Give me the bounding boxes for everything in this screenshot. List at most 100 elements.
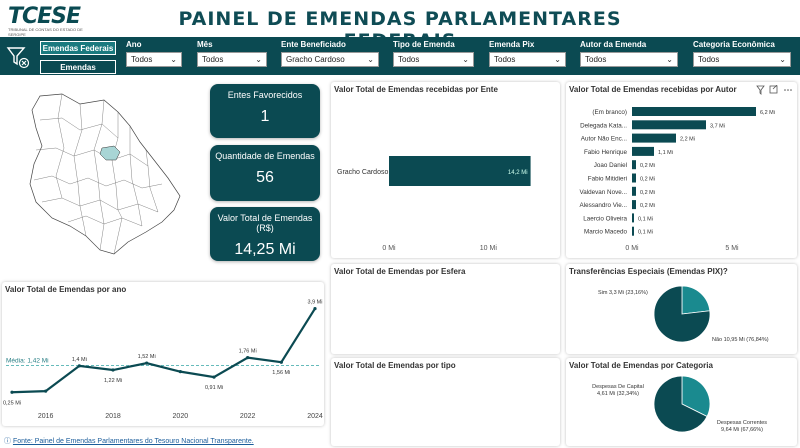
bar bbox=[632, 186, 636, 196]
slicer-pix-dropdown[interactable]: Todos ⌄ bbox=[489, 52, 566, 67]
bar bbox=[632, 107, 756, 116]
bar bbox=[632, 146, 654, 156]
data-label: 1,22 Mi bbox=[104, 378, 122, 384]
chart-pix-title: Transferências Especiais (Emendas PIX)? bbox=[569, 267, 728, 276]
chart-por-autor[interactable]: Valor Total de Emendas recebidas por Aut… bbox=[566, 82, 797, 258]
slicer-mes: Mês Todos ⌄ bbox=[197, 40, 267, 67]
bar-data-label: 2,2 Mi bbox=[680, 137, 695, 143]
filter-icon[interactable] bbox=[756, 85, 765, 95]
filter-bar: Emendas Federais Emendas Estaduais Ano T… bbox=[0, 37, 800, 85]
pie-data-label: Despesas De Capital bbox=[592, 384, 644, 390]
bar bbox=[632, 213, 634, 223]
chart-por-esfera[interactable]: Valor Total de Emendas por Esfera MUNICÍ… bbox=[331, 264, 560, 354]
data-point bbox=[178, 370, 182, 374]
data-label: 1,52 Mi bbox=[138, 354, 156, 360]
bar-category-label: Delegada Kata... bbox=[580, 122, 627, 129]
chevron-down-icon: ⌄ bbox=[554, 55, 561, 64]
bar-category-label: Alessandro Vie... bbox=[580, 202, 628, 209]
data-point bbox=[111, 368, 115, 372]
bar-data-label: 1,1 Mi bbox=[658, 150, 673, 156]
pie-slice bbox=[653, 285, 711, 343]
slicer-categoria-label: Categoria Econômica bbox=[693, 40, 775, 49]
slicer-pix-value: Todos bbox=[494, 55, 516, 64]
clear-filters-icon[interactable] bbox=[6, 45, 30, 69]
slicer-mes-dropdown[interactable]: Todos ⌄ bbox=[197, 52, 267, 67]
data-label: 1,76 Mi bbox=[239, 349, 257, 355]
kpi-entes-favorecidos: Entes Favorecidos 1 bbox=[210, 84, 320, 138]
bar bbox=[632, 133, 676, 143]
slicer-autor-value: Todos bbox=[585, 55, 607, 64]
data-point bbox=[313, 306, 317, 311]
bar-data-label: 0,2 Mi bbox=[640, 177, 655, 183]
slicer-categoria-dropdown[interactable]: Todos ⌄ bbox=[693, 52, 791, 67]
slicer-categoria: Categoria Econômica Todos ⌄ bbox=[693, 40, 791, 67]
kpi-qtd-value: 56 bbox=[256, 169, 274, 186]
pie-data-label: Não 10,95 Mi (76,84%) bbox=[712, 337, 769, 343]
data-label: 3,9 Mi bbox=[308, 300, 323, 306]
chart-por-tipo-title: Valor Total de Emendas por tipo bbox=[334, 361, 456, 370]
bar-data-label: 6,2 Mi bbox=[760, 110, 775, 116]
chart-por-ente[interactable]: Valor Total de Emendas recebidas por Ent… bbox=[331, 82, 560, 258]
emendas-federais-button[interactable]: Emendas Federais bbox=[40, 41, 116, 55]
slicer-ano-dropdown[interactable]: Todos ⌄ bbox=[126, 52, 182, 67]
data-point bbox=[145, 361, 149, 365]
data-point bbox=[246, 356, 250, 360]
bar-data-label: 0,2 Mi bbox=[640, 203, 655, 209]
chart-por-tipo[interactable]: Valor Total de Emendas por tipo Individu… bbox=[331, 358, 560, 446]
pie-slice bbox=[681, 375, 711, 418]
x-tick-label: 5 Mi bbox=[725, 245, 739, 252]
kpi-quantidade-emendas: Quantidade de Emendas 56 bbox=[210, 145, 320, 201]
bar bbox=[632, 120, 706, 130]
slicer-categoria-value: Todos bbox=[698, 55, 720, 64]
kpi-entes-value: 1 bbox=[260, 108, 270, 125]
chart-pix[interactable]: Transferências Especiais (Emendas PIX)? … bbox=[566, 264, 797, 354]
more-options-icon[interactable] bbox=[784, 89, 792, 91]
data-label: 0,91 Mi bbox=[205, 385, 223, 391]
slicer-tipo-value: Todos bbox=[398, 55, 420, 64]
chevron-down-icon: ⌄ bbox=[666, 55, 673, 64]
slicer-mes-label: Mês bbox=[197, 40, 213, 49]
bar-data-label: 3,7 Mi bbox=[710, 123, 725, 129]
sergipe-map[interactable] bbox=[22, 90, 202, 260]
footer-source[interactable]: ⓘ Fonte: Painel de Emendas Parlamentares… bbox=[4, 436, 254, 446]
slicer-autor-dropdown[interactable]: Todos ⌄ bbox=[580, 52, 678, 67]
slicer-tipo-dropdown[interactable]: Todos ⌄ bbox=[393, 52, 474, 67]
bar-category-label: Marcio Macedo bbox=[584, 229, 628, 236]
map-highlight-gracho-cardoso bbox=[99, 145, 121, 161]
emendas-estaduais-button[interactable]: Emendas Estaduais bbox=[40, 60, 116, 85]
average-label: Média: 1,42 Mi bbox=[6, 357, 49, 364]
data-point bbox=[212, 375, 216, 379]
bar-category-label: (Em branco) bbox=[592, 109, 627, 116]
series-line bbox=[11, 308, 316, 394]
pie-slice bbox=[681, 285, 711, 315]
chevron-down-icon: ⌄ bbox=[462, 55, 469, 64]
x-tick-label: 10 Mi bbox=[480, 245, 498, 252]
chevron-down-icon: ⌄ bbox=[779, 55, 786, 64]
bar bbox=[632, 226, 634, 236]
slicer-mes-value: Todos bbox=[202, 55, 224, 64]
kpi-qtd-label: Quantidade de Emendas bbox=[215, 151, 315, 161]
focus-mode-icon[interactable] bbox=[769, 85, 778, 94]
chart-por-ente-title: Valor Total de Emendas recebidas por Ent… bbox=[334, 85, 498, 94]
slicer-autor: Autor da Emenda Todos ⌄ bbox=[580, 40, 678, 67]
chart-por-categoria-title: Valor Total de Emendas por Categoria bbox=[569, 361, 713, 370]
chart-por-categoria[interactable]: Valor Total de Emendas por Categoria Des… bbox=[566, 358, 797, 446]
slicer-ente-dropdown[interactable]: Gracho Cardoso ⌄ bbox=[281, 52, 379, 67]
chevron-down-icon: ⌄ bbox=[367, 55, 374, 64]
bar-category-label: Autor Não Enc... bbox=[581, 136, 627, 143]
slicer-tipo-label: Tipo de Emenda bbox=[393, 40, 455, 49]
bar bbox=[389, 156, 531, 186]
footer-source-link[interactable]: Fonte: Painel de Emendas Parlamentares d… bbox=[12, 438, 254, 445]
chart-por-ano[interactable]: Valor Total de Emendas por ano Média: 1,… bbox=[2, 282, 324, 426]
kpi-valor-total: Valor Total de Emendas (R$) 14,25 Mi bbox=[210, 207, 320, 261]
data-label: 0,25 Mi bbox=[3, 400, 21, 406]
slicer-tipo: Tipo de Emenda Todos ⌄ bbox=[393, 40, 474, 67]
logo-subtitle: TRIBUNAL DE CONTAS DO ESTADO DE SERGIPE bbox=[8, 27, 83, 37]
bar-category-label: Fabio Henrique bbox=[584, 149, 628, 156]
data-label: 1,4 Mi bbox=[72, 357, 87, 363]
bar bbox=[632, 160, 636, 170]
footer-info-icon: ⓘ bbox=[4, 438, 13, 445]
data-label: 1,56 Mi bbox=[272, 370, 290, 376]
bar-category-label: Gracho Cardoso bbox=[337, 169, 388, 176]
bar-category-label: Laercio Oliveira bbox=[583, 215, 627, 222]
